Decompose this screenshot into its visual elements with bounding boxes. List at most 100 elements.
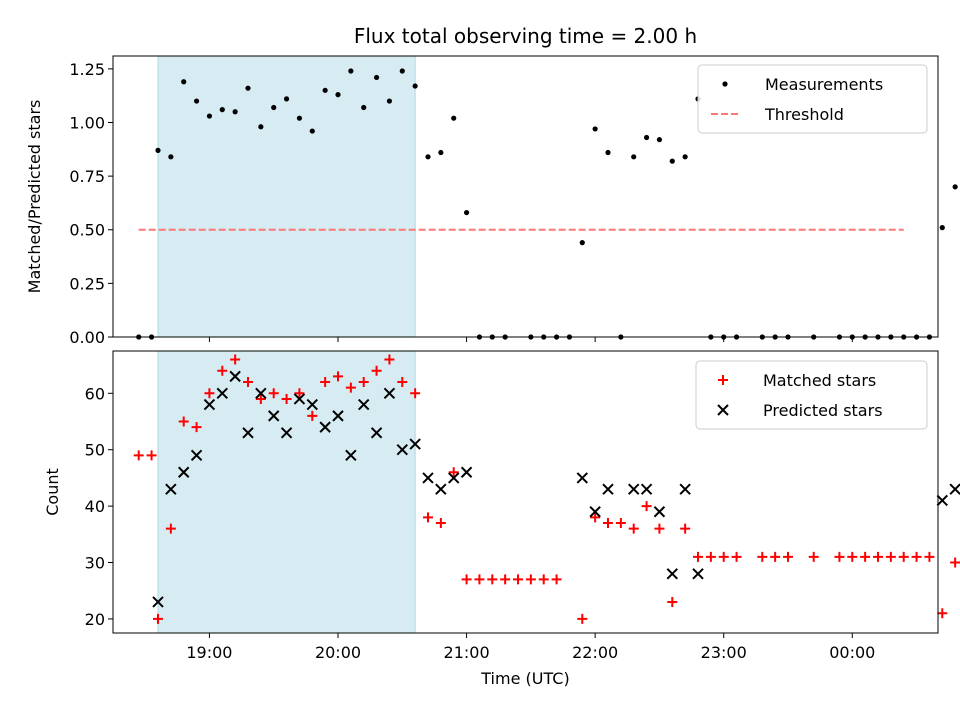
data-point-x xyxy=(460,466,473,478)
x-axis-label: Time (UTC) xyxy=(480,669,569,688)
data-point-dot xyxy=(463,209,470,216)
data-point-plus xyxy=(628,523,639,534)
data-point-plus xyxy=(950,557,960,568)
data-point-x xyxy=(280,427,293,439)
data-point-plus xyxy=(230,354,241,365)
data-point-plus xyxy=(898,551,909,562)
chart-title: Flux total observing time = 2.00 h xyxy=(354,24,697,48)
data-point-x xyxy=(152,596,164,608)
legend-marker xyxy=(718,375,728,385)
data-point-plus xyxy=(577,613,588,624)
data-point-plus xyxy=(423,512,433,523)
data-point-plus xyxy=(461,574,472,585)
data-point-x xyxy=(383,387,396,400)
data-point-plus xyxy=(603,518,613,529)
data-point-plus xyxy=(911,551,922,562)
data-point-plus xyxy=(255,393,266,404)
data-point-plus xyxy=(474,574,485,585)
data-point-plus xyxy=(538,574,549,585)
data-point-dot xyxy=(232,109,238,115)
data-point-plus xyxy=(513,574,523,585)
data-point-dot xyxy=(438,149,444,156)
data-point-dot xyxy=(168,154,174,160)
data-point-dot xyxy=(181,79,187,85)
data-point-dot xyxy=(386,98,393,104)
data-point-plus xyxy=(165,523,176,534)
data-point-dot xyxy=(245,85,251,91)
data-point-dot xyxy=(193,98,200,104)
data-point-dot xyxy=(451,115,457,121)
data-point-x xyxy=(332,410,344,422)
y-tick-label: 20 xyxy=(85,610,105,629)
data-point-dot xyxy=(361,104,367,111)
data-point-dot xyxy=(258,124,264,130)
data-point-x xyxy=(936,494,948,507)
data-point-x xyxy=(576,472,588,484)
data-point-plus xyxy=(615,518,626,529)
data-point-plus xyxy=(551,574,562,585)
data-point-x xyxy=(203,398,216,411)
data-point-plus xyxy=(487,574,498,585)
data-point-x xyxy=(589,506,601,518)
data-point-x xyxy=(229,370,241,383)
data-point-dot xyxy=(952,184,958,190)
data-point-x xyxy=(268,410,280,422)
data-point-plus xyxy=(320,377,331,388)
data-point-dot xyxy=(631,154,637,160)
data-point-dot xyxy=(271,104,277,111)
data-point-plus xyxy=(191,422,202,433)
y-tick-label: 0.00 xyxy=(69,328,105,347)
data-point-x xyxy=(178,466,190,478)
data-point-plus xyxy=(525,574,536,585)
data-point-plus xyxy=(834,551,845,562)
data-point-dot xyxy=(283,96,290,102)
y-tick-label: 40 xyxy=(85,497,105,516)
x-tick-label: 22:00 xyxy=(572,643,618,662)
data-point-plus xyxy=(873,551,883,562)
data-point-plus xyxy=(937,608,948,619)
data-point-x xyxy=(165,483,177,495)
data-point-x xyxy=(602,483,614,495)
data-point-dot xyxy=(682,154,688,160)
legend-marker xyxy=(717,404,729,416)
x-tick-label: 23:00 xyxy=(701,643,747,662)
data-point-dot xyxy=(322,87,328,93)
data-point-plus xyxy=(268,388,279,399)
x-tick-label: 19:00 xyxy=(186,643,232,662)
data-point-dot xyxy=(348,68,354,74)
data-point-x xyxy=(242,427,254,439)
data-point-x xyxy=(653,506,666,518)
observing-window-shade xyxy=(158,56,416,337)
data-point-x xyxy=(345,449,357,462)
data-point-plus xyxy=(590,512,601,523)
data-point-plus xyxy=(705,551,716,562)
y-axis-label: Matched/Predicted stars xyxy=(25,100,44,294)
data-point-dot xyxy=(335,92,341,98)
data-point-dot xyxy=(656,137,663,143)
data-point-dot xyxy=(219,107,225,113)
y-tick-label: 1.00 xyxy=(69,113,105,132)
data-point-x xyxy=(640,483,653,495)
data-point-dot xyxy=(296,115,303,121)
data-point-plus xyxy=(307,410,318,421)
y-tick-label: 0.75 xyxy=(69,167,105,186)
data-point-dot xyxy=(425,154,431,160)
axes-frame xyxy=(112,55,939,338)
data-point-x xyxy=(319,421,331,433)
x-tick-label: 20:00 xyxy=(315,643,361,662)
legend-box xyxy=(695,360,928,430)
data-point-plus xyxy=(281,393,292,404)
data-point-plus xyxy=(757,551,768,562)
x-tick-label: 00:00 xyxy=(829,643,875,662)
star-count-panel: 20 30 40 50 60 19:00 20:00 21:00 22:00 23:00 00:00… xyxy=(43,350,960,688)
data-point-plus xyxy=(885,551,896,562)
data-point-plus xyxy=(204,388,215,399)
data-point-plus xyxy=(783,551,793,562)
data-point-x xyxy=(448,472,460,484)
data-point-plus xyxy=(924,551,935,562)
legend-label: Threshold xyxy=(764,105,844,124)
data-point-plus xyxy=(448,467,459,478)
legend-label: Predicted stars xyxy=(763,401,883,420)
data-point-dot xyxy=(155,147,161,153)
